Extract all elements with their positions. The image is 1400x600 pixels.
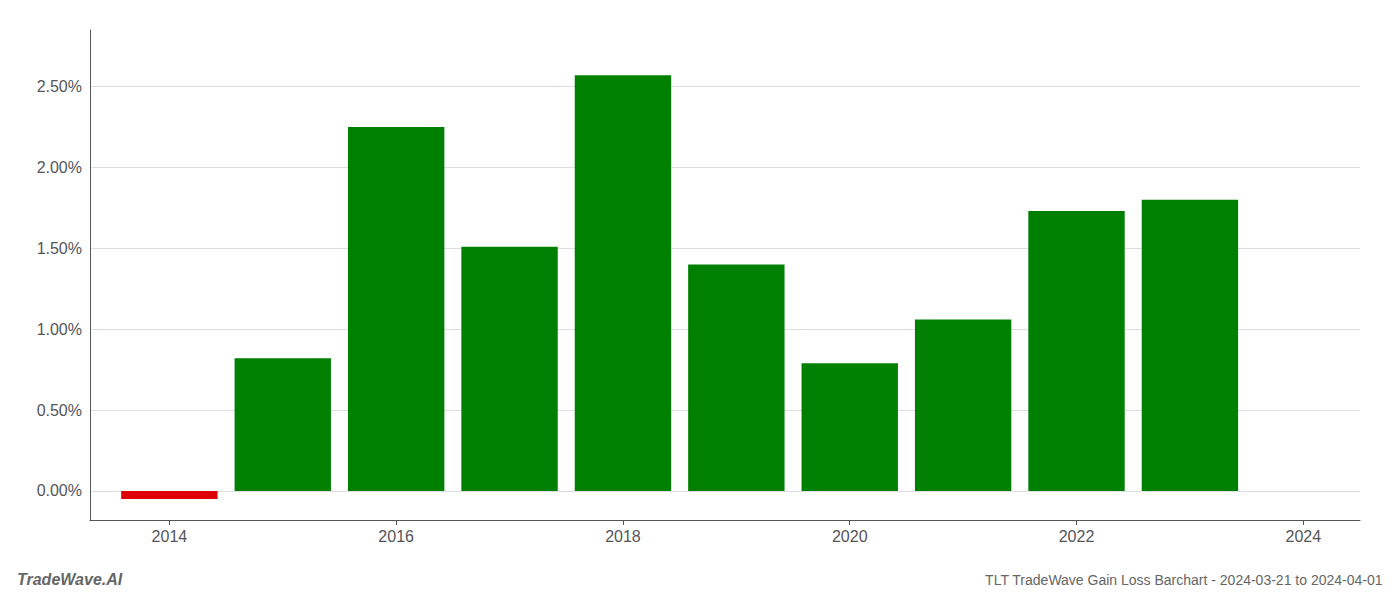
svg-text:TradeWave.AI: TradeWave.AI	[17, 571, 123, 588]
svg-text:2020: 2020	[832, 528, 868, 545]
svg-text:2024: 2024	[1286, 528, 1322, 545]
svg-text:2016: 2016	[378, 528, 414, 545]
svg-text:1.50%: 1.50%	[37, 240, 82, 257]
svg-text:2022: 2022	[1059, 528, 1095, 545]
svg-text:1.00%: 1.00%	[37, 321, 82, 338]
svg-text:2.50%: 2.50%	[37, 78, 82, 95]
svg-text:2014: 2014	[152, 528, 188, 545]
svg-text:0.50%: 0.50%	[37, 402, 82, 419]
svg-text:2.00%: 2.00%	[37, 159, 82, 176]
svg-text:0.00%: 0.00%	[37, 482, 82, 499]
svg-text:2018: 2018	[605, 528, 641, 545]
svg-text:TLT TradeWave Gain Loss Barcha: TLT TradeWave Gain Loss Barchart - 2024-…	[985, 572, 1383, 588]
